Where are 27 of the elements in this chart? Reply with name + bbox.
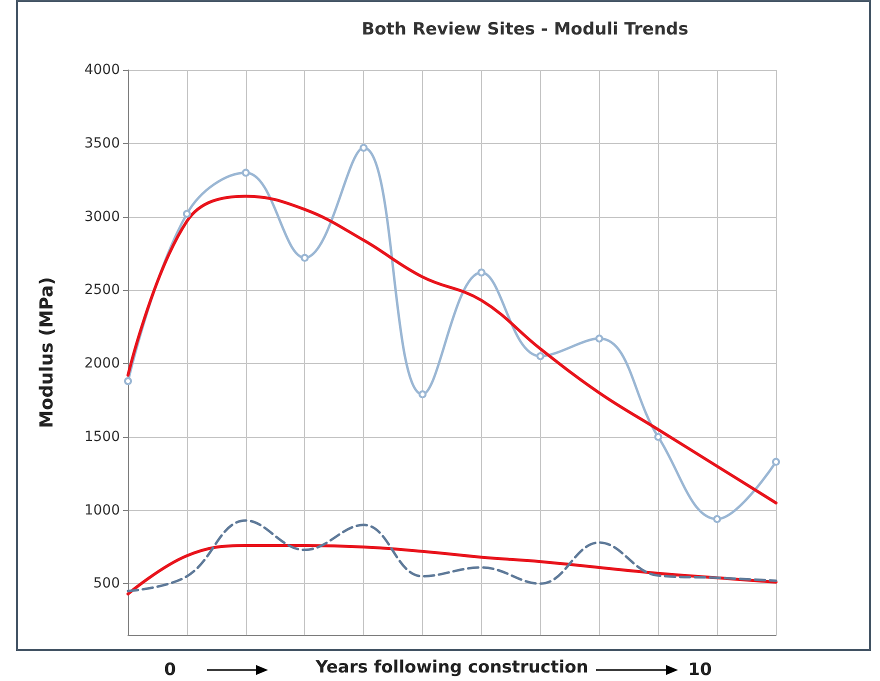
point	[182, 210, 191, 218]
text: 0	[164, 660, 176, 680]
y-axis-title: Modulus (MPa)	[36, 276, 58, 428]
line-series	[126, 519, 778, 592]
y-tick-label: 2000	[84, 356, 120, 372]
point	[713, 515, 722, 524]
y-tick-label: 1500	[84, 428, 120, 445]
point	[654, 432, 662, 441]
point	[300, 254, 309, 262]
y-tick-label: 3500	[84, 135, 120, 152]
y-tick-label: 500	[93, 576, 120, 592]
text: 10	[688, 660, 712, 680]
point	[772, 458, 780, 466]
y-tick-label: 1000	[84, 502, 120, 518]
y-tick-label: 3000	[84, 208, 120, 225]
point	[477, 268, 486, 277]
y-tick-label: 4000	[84, 62, 120, 78]
point	[242, 168, 250, 177]
point	[124, 377, 132, 386]
y-tick-label: 2500	[84, 282, 120, 298]
point	[536, 352, 544, 360]
point	[360, 144, 368, 152]
point	[418, 390, 427, 398]
point	[595, 334, 604, 343]
x-axis-title: Years following construction	[314, 658, 588, 678]
line-series	[126, 194, 778, 504]
chart-title: Both Review Sites - Moduli Trends	[362, 20, 688, 40]
